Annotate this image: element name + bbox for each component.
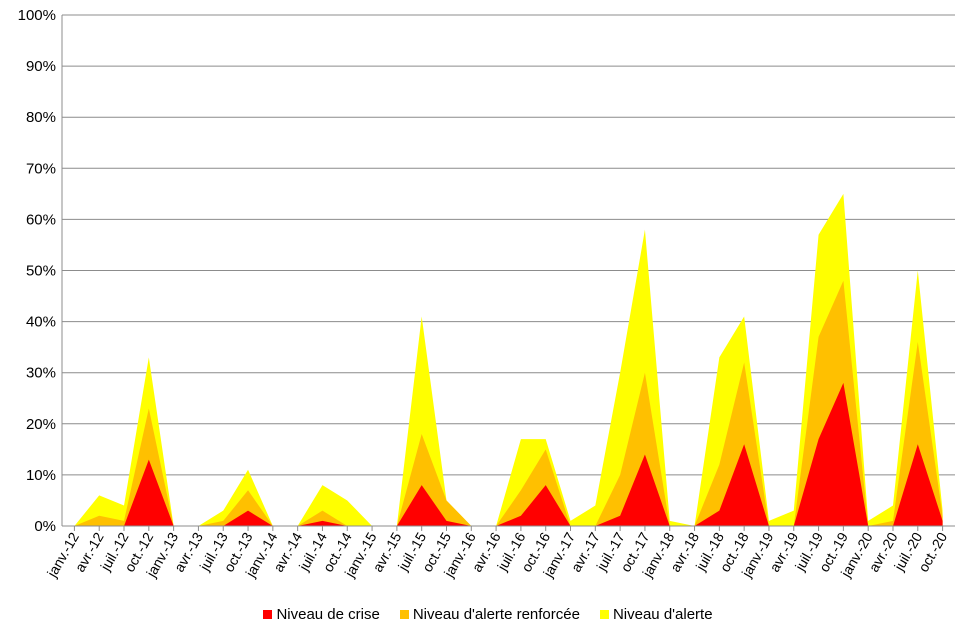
legend: Niveau de crise Niveau d'alerte renforcé… <box>0 606 976 623</box>
y-tick-label: 20% <box>26 416 56 433</box>
legend-swatch-alerte-renforcee <box>399 610 409 619</box>
area-niveau-d-alerte-renforc-e <box>74 280 943 526</box>
x-tick-labels: janv.-12avr.-12juil.-12oct.-12janv.-13av… <box>43 529 950 580</box>
axes <box>61 15 955 531</box>
y-tick-labels: 0% 10% 20% 30% 40% 50% 60% 70% 80% 90% 100% <box>18 7 56 535</box>
y-tick-label: 50% <box>26 263 56 280</box>
y-tick-label: 10% <box>26 467 56 484</box>
legend-swatch-crise <box>263 610 273 619</box>
legend-item-crise: Niveau de crise <box>263 606 380 623</box>
legend-label-crise: Niveau de crise <box>276 606 380 623</box>
legend-swatch-alerte <box>599 610 609 619</box>
x-tick-label: janv.-12 <box>43 529 82 580</box>
y-tick-label: 40% <box>26 314 56 331</box>
y-tick-label: 100% <box>18 7 56 24</box>
area-niveau-de-crise <box>74 382 943 526</box>
legend-item-alerte: Niveau d'alerte <box>599 606 713 623</box>
y-tick-label: 90% <box>26 58 56 75</box>
y-tick-label: 80% <box>26 109 56 126</box>
y-tick-label: 60% <box>26 211 56 228</box>
legend-item-alerte-renforcee: Niveau d'alerte renforcée <box>399 606 580 623</box>
legend-label-alerte: Niveau d'alerte <box>612 606 713 623</box>
y-tick-label: 30% <box>26 365 56 382</box>
y-tick-label: 70% <box>26 160 56 177</box>
y-tick-label: 0% <box>34 518 56 535</box>
gridlines <box>62 14 955 476</box>
legend-label-alerte-renforcee: Niveau d'alerte renforcée <box>412 606 580 623</box>
area-series <box>74 193 943 526</box>
